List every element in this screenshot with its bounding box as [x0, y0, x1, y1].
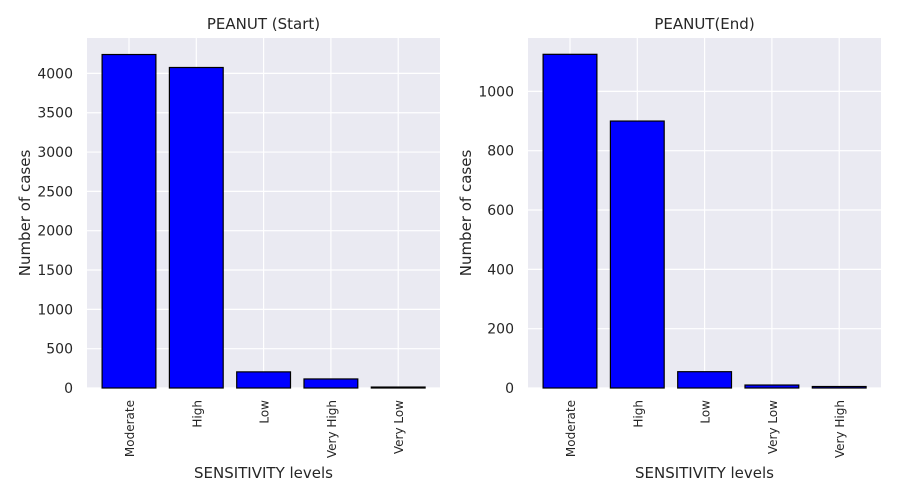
bar-very-high	[303, 378, 359, 389]
bar-low	[236, 371, 292, 389]
bar-very-low	[744, 384, 800, 389]
chart-peanut-start: 0 500 1000 1500 2000 2500 3000 3500 4000 Moderat…	[16, 15, 440, 482]
x-tick-label: Very Low	[766, 400, 780, 454]
bars	[101, 53, 426, 389]
bars	[542, 53, 867, 389]
x-tick-label: Moderate	[564, 400, 578, 457]
y-tick-label: 3000	[37, 145, 73, 161]
y-tick-label: 1500	[37, 263, 73, 279]
bar-high	[168, 66, 224, 389]
bar-very-high	[811, 385, 867, 389]
bar-very-low	[370, 386, 426, 389]
x-tick-label: Very High	[833, 400, 847, 458]
x-tick-label: High	[631, 400, 645, 428]
y-tick-label: 800	[487, 144, 514, 160]
y-tick-label: 0	[505, 381, 514, 397]
bar-moderate	[101, 53, 157, 389]
x-tick-label: Low	[699, 400, 713, 424]
chart-peanut-end: 0 200 400 600 800 1000 Moderate High Low Very Lo…	[457, 15, 881, 482]
y-axis-ticks: 0 200 400 600 800 1000	[478, 84, 514, 397]
y-axis-ticks: 0 500 1000 1500 2000 2500 3000 3500 4000	[37, 66, 73, 397]
y-tick-label: 200	[487, 322, 514, 338]
bar-high	[609, 120, 665, 389]
y-tick-label: 500	[46, 342, 73, 358]
x-tick-label: Very Low	[392, 400, 406, 454]
y-tick-label: 1000	[478, 84, 514, 100]
y-tick-label: 0	[64, 381, 73, 397]
x-axis-label: SENSITIVITY levels	[194, 464, 333, 482]
y-tick-label: 3500	[37, 106, 73, 122]
chart-title: PEANUT (Start)	[207, 15, 320, 33]
bar-low	[677, 371, 733, 389]
y-axis-label: Number of cases	[16, 150, 34, 277]
x-tick-label: Very High	[325, 400, 339, 458]
x-axis-ticks: Moderate High Low Very Low Very High	[564, 400, 847, 458]
y-tick-label: 400	[487, 262, 514, 278]
y-tick-label: 1000	[37, 302, 73, 318]
x-tick-label: Low	[258, 400, 272, 424]
chart-title: PEANUT(End)	[654, 15, 754, 33]
bar-moderate	[542, 53, 598, 389]
x-axis-label: SENSITIVITY levels	[635, 464, 774, 482]
y-tick-label: 2000	[37, 224, 73, 240]
y-tick-label: 600	[487, 203, 514, 219]
y-tick-label: 2500	[37, 184, 73, 200]
x-tick-label: Moderate	[123, 400, 137, 457]
x-tick-label: High	[190, 400, 204, 428]
x-axis-ticks: Moderate High Low Very High Very Low	[123, 400, 406, 458]
y-axis-label: Number of cases	[457, 150, 475, 277]
y-tick-label: 4000	[37, 66, 73, 82]
